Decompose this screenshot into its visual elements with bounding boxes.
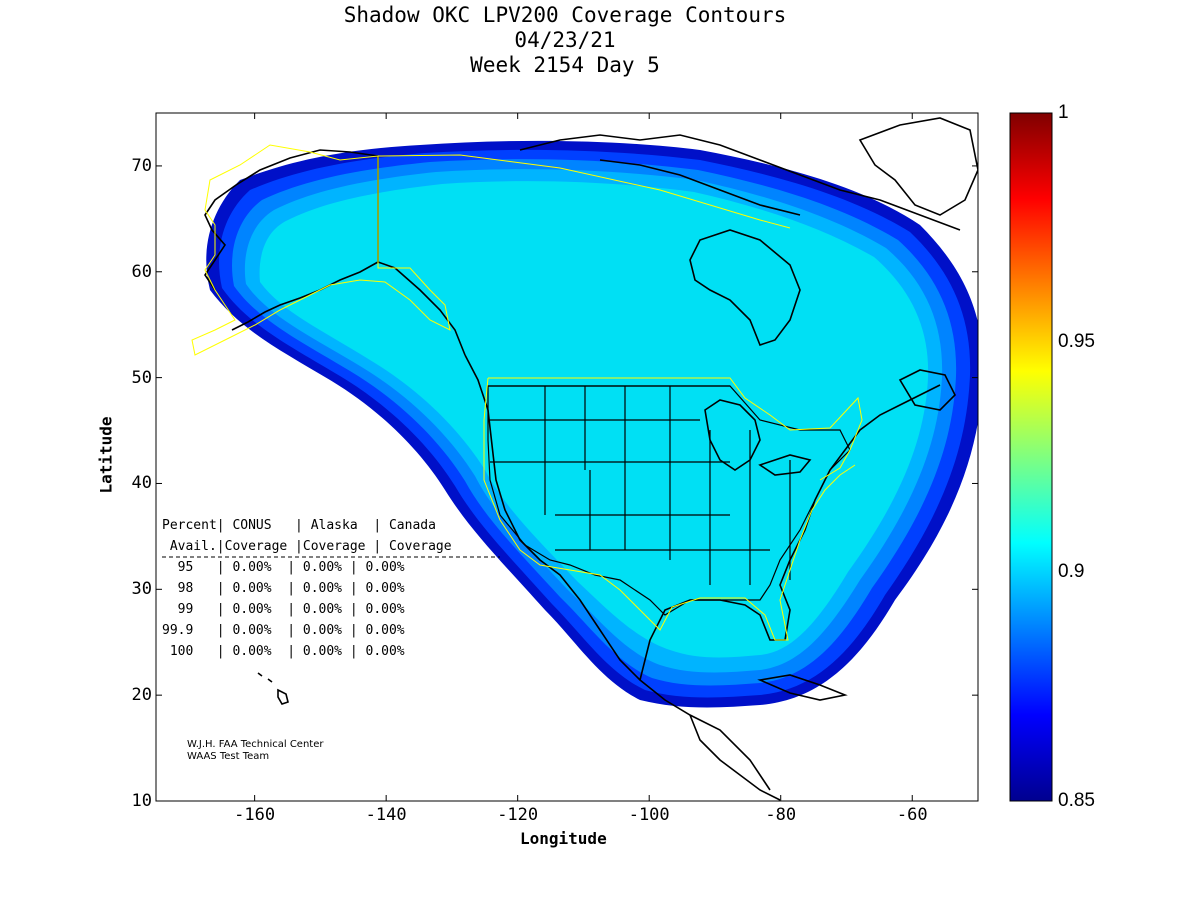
stats-row: 100 | 0.00% | 0.00% | 0.00% bbox=[162, 644, 405, 659]
y-tick-label: 50 bbox=[131, 367, 152, 388]
colorbar bbox=[1009, 112, 1053, 802]
x-tick-label: -120 bbox=[497, 805, 539, 825]
y-tick-label: 30 bbox=[131, 579, 152, 600]
stats-header-1: Percent| CONUS | Alaska | Canada bbox=[162, 518, 436, 533]
coverage-level-4 bbox=[259, 181, 929, 658]
central-america bbox=[689, 714, 781, 801]
y-axis-label: Latitude bbox=[96, 416, 116, 494]
hawaii bbox=[257, 672, 289, 705]
credit-line-2: WAAS Test Team bbox=[187, 751, 270, 762]
region-outlines bbox=[191, 144, 863, 641]
stats-row: 95 | 0.00% | 0.00% | 0.00% bbox=[162, 560, 405, 575]
alaska-region-outline bbox=[191, 144, 451, 356]
hudson-bay bbox=[689, 229, 801, 346]
x-tick-label: -140 bbox=[365, 805, 407, 825]
newfoundland bbox=[898, 369, 956, 411]
us-state-grid bbox=[487, 385, 851, 616]
y-tick-label: 70 bbox=[131, 155, 152, 176]
greenland bbox=[858, 117, 978, 216]
y-tick-label: 40 bbox=[131, 473, 152, 494]
us-outline bbox=[487, 385, 851, 616]
y-tick-label: 20 bbox=[131, 685, 152, 706]
x-tick-label: -160 bbox=[234, 805, 276, 825]
stats-row: 99 | 0.00% | 0.00% | 0.00% bbox=[162, 602, 405, 617]
canada-region-outline bbox=[377, 154, 863, 481]
colorbar-tick-label: 1 bbox=[1058, 102, 1069, 123]
plot-frame bbox=[155, 112, 979, 802]
x-tick-label: -80 bbox=[765, 805, 797, 825]
stats-header-2: Avail.|Coverage |Coverage | Coverage bbox=[162, 539, 452, 554]
stats-row: 99.9 | 0.00% | 0.00% | 0.00% bbox=[162, 623, 405, 638]
y-tick-label: 10 bbox=[131, 791, 152, 811]
plot-title: Shadow OKC LPV200 Coverage Contours bbox=[343, 3, 787, 27]
stats-row: 98 | 0.00% | 0.00% | 0.00% bbox=[162, 581, 405, 596]
arctic-islands bbox=[519, 134, 961, 231]
x-axis-label: Longitude bbox=[520, 829, 607, 848]
x-tick-label: -100 bbox=[628, 805, 670, 825]
plot-date: 04/23/21 bbox=[514, 28, 616, 52]
coverage-contours bbox=[206, 140, 978, 708]
coastlines bbox=[204, 117, 978, 801]
y-tick-label: 60 bbox=[131, 261, 152, 282]
west-coast bbox=[464, 354, 771, 791]
credit-line-1: W.J.H. FAA Technical Center bbox=[187, 739, 324, 750]
plot-week-day: Week 2154 Day 5 bbox=[470, 53, 660, 77]
great-lakes bbox=[704, 399, 812, 476]
cuba bbox=[757, 674, 848, 701]
colorbar-tick-label: 0.9 bbox=[1058, 560, 1085, 582]
x-tick-label: -60 bbox=[896, 805, 928, 825]
conus-region-outline bbox=[483, 377, 856, 641]
colorbar-tick-label: 0.85 bbox=[1058, 790, 1095, 811]
colorbar-tick-label: 0.95 bbox=[1058, 331, 1095, 353]
